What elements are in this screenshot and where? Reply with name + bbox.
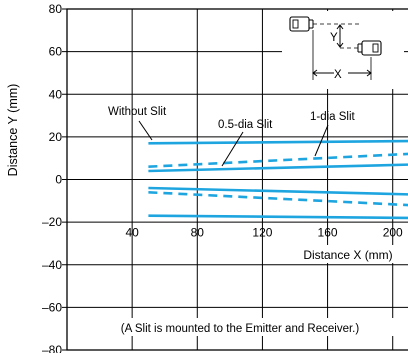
inset-x-label: X (334, 69, 342, 81)
x-tick-label: 200 (383, 226, 403, 240)
y-tick-label: –80 (42, 343, 62, 353)
inset-x-label-bg (334, 66, 348, 80)
series-line-5 (148, 191, 408, 207)
note-bg (76, 318, 402, 336)
y-tick-label: 0 (55, 173, 62, 187)
inset-y-label: Y (330, 32, 338, 44)
annotation-05-slit-leader (221, 131, 244, 167)
y-tick-label: –20 (42, 215, 62, 229)
x-tick-label: 40 (125, 226, 139, 240)
series-line-4 (148, 152, 408, 168)
plot-frame (66, 8, 408, 351)
chart-note: (A Slit is mounted to the Emitter and Re… (121, 323, 360, 335)
series-lines (148, 139, 408, 220)
annotation-05-slit-label: 0.5-dia Slit (218, 119, 273, 131)
x-tick-label: 80 (191, 226, 205, 240)
y-axis-label: Distance Y (mm) (6, 84, 20, 177)
receiver-sensor-icon (357, 40, 382, 56)
y-tick-label: 40 (49, 87, 63, 101)
x-tick-label: 120 (252, 226, 272, 240)
x-axis-label: Distance X (mm) (303, 248, 392, 262)
annotation-without-slit-label: Without Slit (108, 106, 167, 118)
annotation-without-slit-leader (138, 120, 153, 141)
y-tick-label: –60 (42, 300, 62, 314)
x-tick-label: 160 (318, 226, 338, 240)
y-tick-label: 80 (49, 2, 63, 16)
y-tick-label: 60 (49, 45, 63, 59)
x-axis-label-bg (292, 245, 405, 263)
series-line-1 (148, 214, 408, 220)
inset-diagram: Y X (282, 11, 404, 89)
y-tick-label: –40 (42, 258, 62, 272)
y-tick-label: 20 (49, 130, 63, 144)
annotations: Without Slit 0.5-dia Slit 1-dia Slit (108, 106, 356, 167)
annotation-1-slit-label: 1-dia Slit (310, 111, 356, 123)
annotation-1-slit-leader (314, 124, 329, 157)
emitter-sensor-icon (289, 16, 314, 32)
series-line-2 (148, 163, 408, 173)
y-dimension-arrow (336, 24, 344, 48)
series-line-0 (148, 139, 408, 145)
series-line-3 (148, 186, 408, 196)
